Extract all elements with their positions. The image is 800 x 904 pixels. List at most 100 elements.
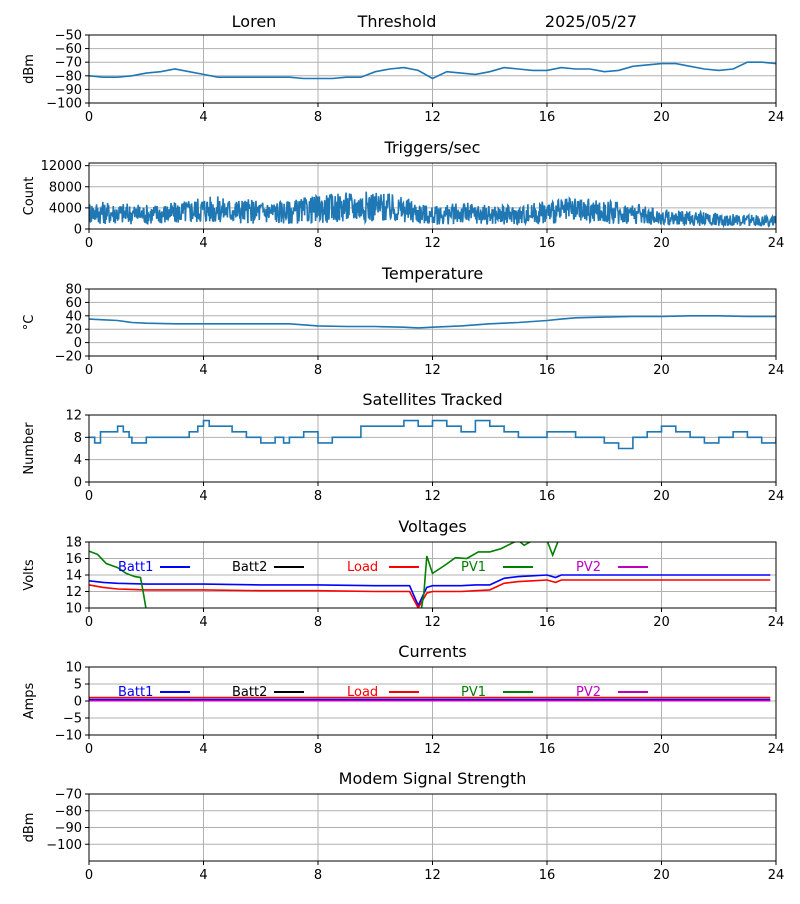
x-tick-label: 0 [85,868,93,883]
legend-label: PV2 [576,560,601,575]
legend-label: PV2 [576,685,601,700]
x-tick-label: 8 [314,110,322,125]
y-tick-label: 4000 [49,201,82,216]
y-tick-label: 8 [74,431,82,446]
x-tick-label: 12 [424,110,441,125]
y-axis-label: Number [22,422,37,475]
legend-label: Load [347,685,378,700]
y-tick-label: −70 [55,788,82,803]
y-tick-label: −90 [55,83,82,98]
y-tick-label: 12000 [41,159,82,174]
chart-title: Temperature [381,264,483,283]
x-tick-label: 16 [539,615,556,630]
x-tick-label: 12 [424,615,441,630]
x-tick-label: 24 [768,110,785,125]
x-tick-label: 4 [199,742,207,757]
x-tick-label: 8 [314,236,322,251]
x-tick-label: 4 [199,489,207,504]
x-tick-label: 0 [85,615,93,630]
y-tick-label: 5 [74,678,82,693]
series-line-load [89,579,771,608]
legend-label: PV1 [461,685,486,700]
y-tick-label: 0 [74,476,82,491]
x-tick-label: 16 [539,868,556,883]
x-tick-label: 4 [199,236,207,251]
chart-title: Voltages [398,517,466,536]
x-tick-label: 0 [85,236,93,251]
y-tick-label: 14 [65,569,82,584]
x-tick-label: 24 [768,742,785,757]
y-tick-label: −100 [46,97,82,112]
x-tick-label: 4 [199,868,207,883]
y-tick-label: 80 [65,283,82,298]
y-tick-label: −60 [55,42,82,57]
legend-label: Load [347,560,378,575]
x-tick-label: 12 [424,363,441,378]
y-tick-label: −80 [55,69,82,84]
x-tick-label: 12 [424,742,441,757]
x-tick-label: 16 [539,489,556,504]
chart-title: Satellites Tracked [362,390,502,409]
y-tick-label: 12 [65,585,82,600]
x-tick-label: 16 [539,236,556,251]
series-line-batt1 [89,574,771,608]
chart-title: Modem Signal Strength [339,769,527,788]
x-tick-label: 20 [653,489,670,504]
y-tick-label: 10 [65,661,82,676]
legend-label: Batt2 [232,560,267,575]
x-tick-label: 0 [85,110,93,125]
x-tick-label: 8 [314,489,322,504]
x-tick-label: 8 [314,742,322,757]
x-tick-label: 8 [314,615,322,630]
x-tick-label: 12 [424,489,441,504]
x-tick-label: 24 [768,363,785,378]
x-tick-label: 20 [653,742,670,757]
chart-title: Triggers/sec [384,138,481,157]
x-tick-label: 20 [653,236,670,251]
series-line [89,61,776,80]
y-axis-label: Amps [22,682,37,719]
y-axis-label: Count [22,177,37,216]
x-tick-label: 20 [653,110,670,125]
x-tick-label: 20 [653,868,670,883]
x-tick-label: 24 [768,868,785,883]
legend-label: Batt1 [118,685,153,700]
y-tick-label: −10 [55,729,82,744]
legend-label: Batt1 [118,560,153,575]
y-tick-label: 10 [65,602,82,617]
x-tick-label: 24 [768,489,785,504]
x-tick-label: 12 [424,868,441,883]
y-tick-label: −5 [63,712,82,727]
y-axis-label: Volts [22,559,37,591]
x-tick-label: 8 [314,363,322,378]
x-tick-label: 16 [539,363,556,378]
x-tick-label: 4 [199,363,207,378]
legend-label: Batt2 [232,685,267,700]
chart-title: Currents [398,642,466,661]
x-tick-label: 20 [653,363,670,378]
y-tick-label: 0 [74,223,82,238]
y-tick-label: −100 [46,838,82,853]
y-tick-label: 20 [65,323,82,338]
series-line-pv1 [89,542,559,608]
y-tick-label: −50 [55,29,82,44]
y-axis-label: dBm [22,813,37,843]
y-tick-label: −80 [55,804,82,819]
report-date: 2025/05/27 [545,12,637,31]
series-line [89,315,776,329]
x-tick-label: 24 [768,236,785,251]
x-tick-label: 16 [539,742,556,757]
x-tick-label: 0 [85,489,93,504]
y-tick-label: 12 [65,409,82,424]
y-axis-label: dBm [22,54,37,84]
y-tick-label: 0 [74,695,82,710]
plot-name: Threshold [357,12,437,31]
y-tick-label: 0 [74,336,82,351]
y-tick-label: 16 [65,552,82,567]
series-line [89,419,776,450]
x-tick-label: 0 [85,742,93,757]
legend-label: PV1 [461,560,486,575]
y-tick-label: −20 [55,350,82,365]
y-tick-label: 4 [74,453,82,468]
